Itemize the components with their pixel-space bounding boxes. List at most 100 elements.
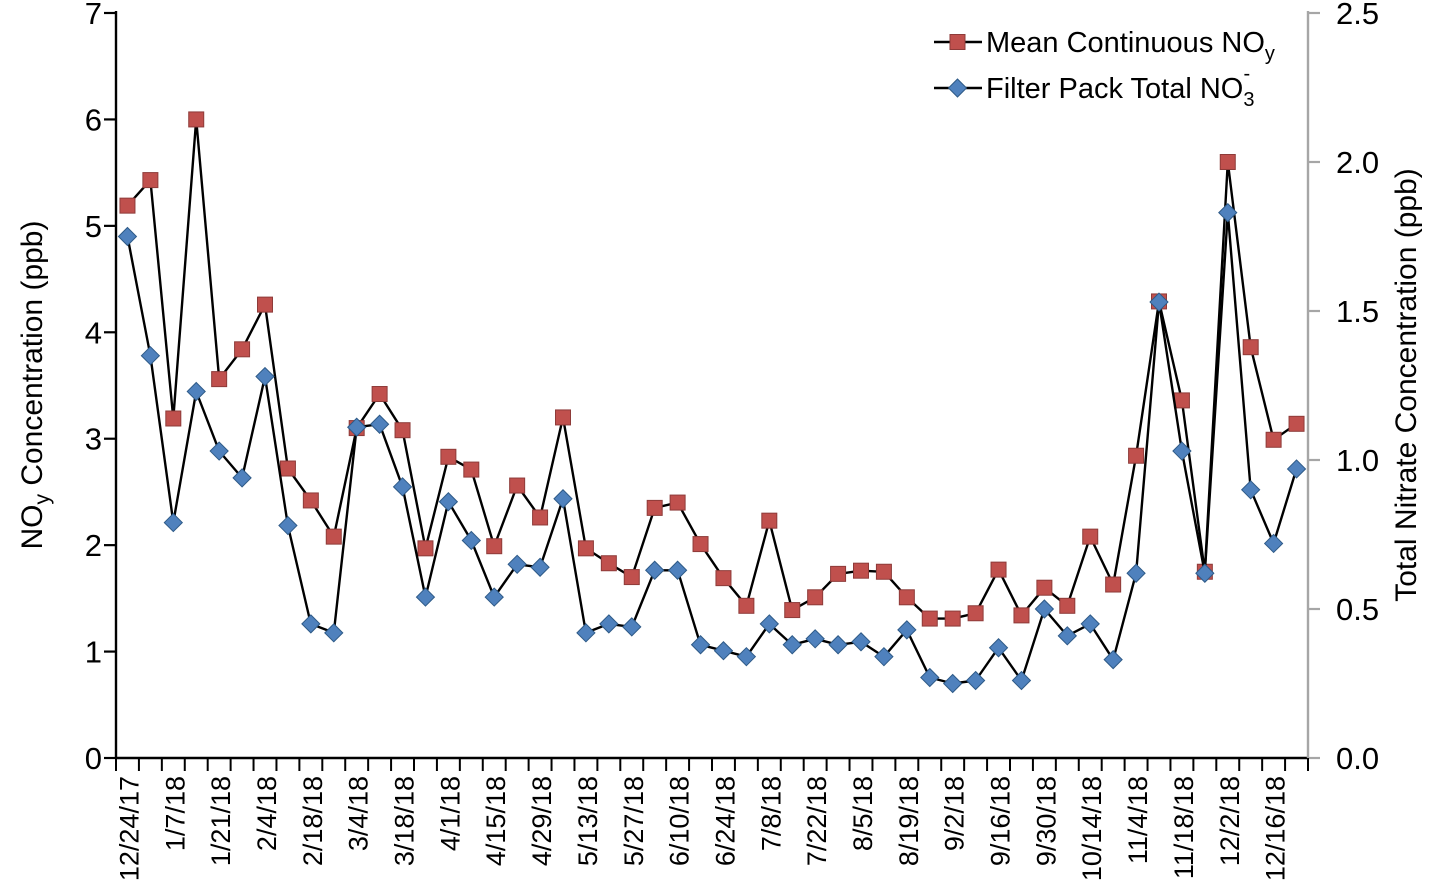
nitrate-series-marker — [805, 629, 825, 649]
noy-series-marker — [646, 499, 663, 516]
noy-series-marker — [1036, 579, 1053, 596]
noy-series-marker — [394, 422, 411, 439]
nitrate-series-marker — [874, 646, 894, 667]
nitrate-series-marker — [759, 614, 780, 634]
nitrate-series-marker — [622, 617, 642, 637]
noy-series-marker — [600, 555, 617, 572]
noy-series-marker — [325, 528, 342, 545]
right-axis-tick-label: 2.5 — [1336, 0, 1379, 31]
x-axis-date-label: 9/30/18 — [1031, 776, 1061, 866]
noy-series-marker — [990, 561, 1007, 578]
x-axis-date-label: 1/21/18 — [206, 776, 236, 866]
noy-series-marker — [1105, 576, 1122, 593]
nitrate-series-marker — [920, 667, 940, 688]
noy-series-marker — [1288, 415, 1305, 432]
left-axis-tick-label: 2 — [85, 528, 102, 563]
noy-series-marker — [440, 448, 457, 465]
right-axis-tick-label: 1.5 — [1336, 294, 1379, 329]
left-axis-tick-label: 7 — [85, 0, 102, 31]
right-axis-tick-label: 2.0 — [1336, 145, 1379, 180]
nitrate-series-marker — [1057, 626, 1078, 646]
left-axis-tick-label: 1 — [85, 635, 102, 670]
x-axis-date-label: 4/29/18 — [527, 776, 557, 866]
noy-series-marker — [715, 570, 732, 587]
noy-series-marker — [830, 565, 847, 582]
nitrate-series-marker — [644, 560, 665, 580]
noy-series-marker — [302, 492, 319, 509]
nitrate-series-marker — [232, 468, 252, 488]
nitrate-series-marker — [346, 417, 367, 437]
noy-series-marker — [463, 461, 480, 478]
nitrate-series-marker — [576, 623, 596, 643]
x-axis-date-label: 3/18/18 — [390, 776, 420, 866]
noy-series-marker — [807, 589, 824, 606]
x-axis-date-label: 1/7/18 — [160, 776, 190, 851]
nitrate-series-marker — [1011, 670, 1032, 691]
noy-series-line — [126, 118, 1298, 620]
nitrate-series-marker — [1286, 459, 1307, 479]
x-axis-date-label: 10/14/18 — [1077, 776, 1107, 881]
left-axis-tick-label: 3 — [85, 422, 102, 457]
noy-series-marker — [555, 409, 571, 426]
nitrate-series-marker — [484, 587, 504, 607]
left-axis-title: NOy Concentration (ppb) — [16, 221, 54, 550]
nitrate-series-marker — [690, 635, 711, 655]
noy-series-marker — [692, 536, 709, 553]
noy-series-marker — [188, 111, 205, 128]
noy-series-marker — [257, 296, 273, 313]
noy-series-marker — [1128, 447, 1145, 464]
right-axis-title: Total Nitrate Concentration (ppb) — [1390, 168, 1423, 602]
noy-series-marker — [119, 197, 136, 214]
noy-series-marker — [1265, 431, 1282, 448]
noy-series-marker — [417, 540, 434, 557]
noy-series-marker — [509, 477, 526, 494]
nitrate-series-marker — [851, 632, 871, 652]
left-axis-tick-label: 4 — [85, 315, 102, 350]
noy-series-marker — [142, 172, 159, 189]
x-axis-date-label: 4/1/18 — [435, 776, 465, 851]
noy-series-marker — [784, 602, 801, 619]
nitrate-series-marker — [1172, 441, 1192, 461]
x-axis-date-label: 3/4/18 — [344, 776, 374, 851]
nitrate-series-marker — [1240, 480, 1261, 500]
noy-series-marker — [1219, 154, 1236, 170]
nitrate-series-marker — [438, 492, 459, 512]
nitrate-series-marker — [369, 414, 390, 434]
nitrate-series-marker — [163, 512, 184, 533]
noy-series-marker — [853, 562, 869, 579]
x-axis-date-label: 8/5/18 — [848, 776, 878, 851]
nitrate-series-marker — [1034, 599, 1055, 619]
x-axis-date-label: 12/2/18 — [1215, 776, 1245, 866]
nitrate-series-marker — [599, 614, 619, 634]
x-axis-date-label: 4/15/18 — [481, 776, 511, 866]
x-axis-date-label: 9/2/18 — [940, 776, 970, 851]
x-axis-date-label: 6/10/18 — [665, 776, 695, 866]
nitrate-series-marker — [897, 620, 917, 640]
noy-series-marker — [1059, 597, 1076, 614]
legend-entry-label: Filter Pack Total NO3- — [986, 63, 1254, 111]
x-axis-date-label: 6/24/18 — [710, 776, 740, 866]
x-axis-date-label: 9/16/18 — [986, 776, 1016, 866]
nitrate-series-marker — [1195, 563, 1215, 583]
x-axis-date-label: 12/16/18 — [1261, 776, 1291, 881]
x-axis-date-label: 12/24/17 — [114, 776, 144, 881]
nitrate-series-marker — [1149, 292, 1169, 312]
noy-series-marker — [623, 569, 640, 586]
nitrate-series-marker — [415, 587, 436, 607]
noy-series-marker — [234, 341, 251, 358]
nitrate-series-marker — [553, 489, 573, 509]
x-axis-date-label: 5/27/18 — [619, 776, 649, 866]
nitrate-series-marker — [965, 670, 986, 691]
nitrate-series-marker — [942, 673, 963, 694]
noy-series-marker — [944, 610, 961, 627]
noy-series-marker — [577, 540, 594, 557]
x-axis-date-label: 7/8/18 — [756, 776, 786, 851]
noy-series-marker — [669, 494, 686, 511]
nitrate-series-marker — [1126, 563, 1146, 583]
x-axis-date-label: 2/18/18 — [298, 776, 328, 866]
noy-series-marker — [165, 410, 182, 427]
x-axis-date-label: 7/22/18 — [802, 776, 832, 866]
nitrate-series-marker — [1218, 202, 1238, 223]
